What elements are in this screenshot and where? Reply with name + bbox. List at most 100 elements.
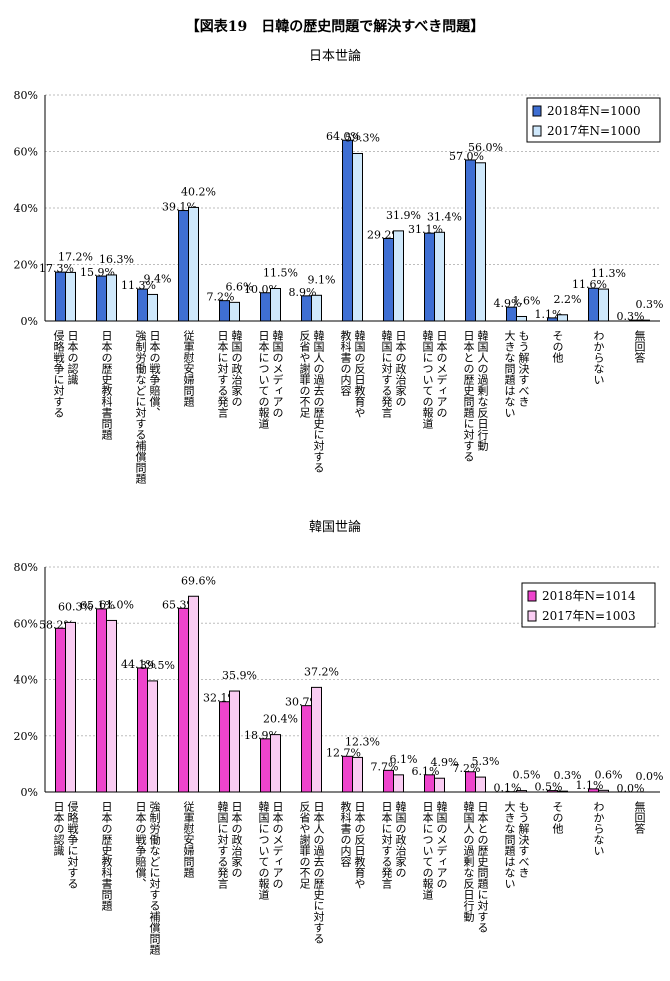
bar <box>301 295 312 322</box>
legend-swatch <box>532 125 542 137</box>
data-label: 7.2% <box>453 762 481 775</box>
bar <box>65 621 76 793</box>
y-tick-label: 20% <box>14 259 38 272</box>
bar <box>342 755 353 793</box>
y-tick-label: 40% <box>14 202 38 215</box>
bar <box>516 790 527 793</box>
x-category-label: 反省や謝罪の不足 <box>298 330 311 418</box>
data-label: 17.2% <box>58 250 93 263</box>
data-label: 20.4% <box>263 713 298 726</box>
x-category-label: 無回答 <box>633 329 646 364</box>
bar <box>588 287 599 322</box>
x-category-label: 大きな問題はない <box>503 800 516 889</box>
x-category-label: わからない <box>592 801 605 856</box>
data-label: 11.3% <box>591 267 626 280</box>
data-label: 35.9% <box>222 669 257 682</box>
bar <box>393 230 404 322</box>
x-category-label: 韓国に対する発言 <box>216 801 229 890</box>
data-label: 65.1% <box>80 599 115 612</box>
bar <box>55 627 66 793</box>
data-label: 9.1% <box>308 273 336 286</box>
data-label: 31.9% <box>386 209 421 222</box>
x-category-label: 教科書の内容 <box>339 801 352 868</box>
data-label: 61.0% <box>99 598 134 611</box>
data-label: 1.6% <box>513 294 541 307</box>
x-category-label: 日本の政治家の <box>394 330 407 407</box>
x-category-label: もう解決すべき <box>517 801 530 878</box>
bar <box>352 152 363 322</box>
bar <box>516 315 527 322</box>
bar <box>178 210 189 322</box>
bar <box>96 275 107 322</box>
bar <box>178 607 189 793</box>
bar <box>639 319 650 322</box>
data-label: 0.6% <box>595 768 623 781</box>
data-label: 17.3% <box>39 262 74 275</box>
bar <box>188 595 199 793</box>
legend-box <box>521 582 656 628</box>
x-category-label: 従軍慰安婦問題 <box>182 801 195 879</box>
y-tick-label: 80% <box>14 561 38 574</box>
bar <box>475 162 486 322</box>
x-category-label: 日本の歴史教科書問題 <box>100 330 113 441</box>
x-category-label: もう解決すべき <box>517 330 530 407</box>
bar <box>383 769 394 793</box>
data-label: 59.3% <box>345 131 380 144</box>
data-label: 60.3% <box>58 600 93 613</box>
y-tick-label: 60% <box>14 617 38 630</box>
x-category-label: わからない <box>592 330 605 385</box>
bar <box>311 686 322 793</box>
bar <box>383 238 394 322</box>
bar <box>352 756 363 793</box>
x-category-label: 強制労働などに対する補償問題 <box>134 330 147 485</box>
bar <box>137 288 148 322</box>
data-label: 12.3% <box>345 735 380 748</box>
x-category-label: 韓国のメディアの <box>435 801 448 889</box>
x-category-label: 韓国の反日教育や <box>353 330 366 418</box>
bar <box>598 288 609 322</box>
x-category-label: 日本の反日教育や <box>353 801 366 889</box>
bar <box>434 777 445 793</box>
data-label: 0.5% <box>535 781 563 794</box>
y-tick-label: 20% <box>14 730 38 743</box>
data-label: 6.6% <box>226 280 254 293</box>
data-label: 0.0% <box>617 782 645 795</box>
bar <box>229 690 240 793</box>
data-label: 6.1% <box>412 765 440 778</box>
legend-box <box>526 97 661 143</box>
x-category-label: 日本に対する発言 <box>216 330 229 419</box>
x-category-label: 韓国人の過剰な反日行動 <box>462 801 475 923</box>
legend-label: 2017年N=1003 <box>542 609 636 623</box>
data-label: 0.1% <box>494 782 522 795</box>
y-tick-label: 40% <box>14 674 38 687</box>
x-category-label: 反省や謝罪の不足 <box>298 801 311 889</box>
chart-1-subtitle: 日本世論 <box>309 48 361 64</box>
bar <box>147 293 158 322</box>
chart-2-subtitle: 韓国世論 <box>309 519 361 535</box>
x-category-label: 日本人の過去の歴史に対する <box>312 801 325 944</box>
x-category-label: 日本の戦争賠償、 <box>148 330 161 418</box>
data-label: 5.3% <box>472 755 500 768</box>
legend-swatch <box>532 105 542 117</box>
data-label: 9.4% <box>144 272 172 285</box>
bar <box>475 776 486 793</box>
data-label: 16.3% <box>99 253 134 266</box>
x-category-label: その他 <box>551 801 564 834</box>
data-label: 1.1% <box>535 308 563 321</box>
data-label: 4.9% <box>431 756 459 769</box>
x-category-label: 韓国の政治家の <box>394 801 407 878</box>
data-label: 31.4% <box>427 210 462 223</box>
bar <box>219 300 230 322</box>
data-label: 0.3% <box>554 769 582 782</box>
bar <box>465 159 476 322</box>
data-label: 7.2% <box>207 291 235 304</box>
data-label: 7.7% <box>371 760 399 773</box>
data-label: 0.5% <box>513 769 541 782</box>
data-label: 56.0% <box>468 141 503 154</box>
y-tick-label: 0% <box>21 315 38 328</box>
data-label: 69.6% <box>181 574 216 587</box>
x-category-label: 日本の政治家の <box>230 801 243 878</box>
legend-swatch <box>527 610 537 622</box>
data-label: 0.3% <box>636 298 664 311</box>
bar <box>229 301 240 322</box>
